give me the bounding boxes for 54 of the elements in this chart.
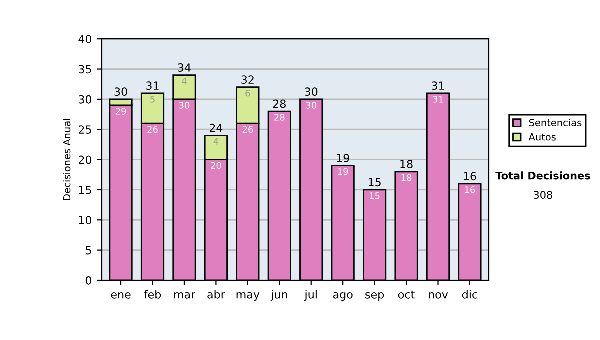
x-tick-label: jun	[270, 290, 288, 301]
x-tick-label: mar	[174, 292, 196, 299]
x-tick-label: nov	[429, 292, 448, 299]
y-tick-label: 10	[79, 216, 92, 225]
x-tick-label: ago	[333, 292, 353, 301]
data-label: 16	[465, 186, 476, 194]
total-label: 15	[368, 178, 381, 187]
y-tick-label: 5	[86, 246, 92, 255]
data-label: 26	[148, 126, 158, 133]
y-tick-label: 20	[78, 156, 92, 164]
x-tick-label: dic	[462, 290, 478, 299]
data-label: 15	[370, 192, 380, 200]
text: 308	[534, 191, 552, 200]
data-label: 20	[211, 162, 222, 170]
data-label: 5	[150, 96, 155, 103]
legend-label: Sentencias	[529, 118, 582, 127]
total-label: 31	[432, 82, 444, 90]
x-tick-label: feb	[144, 290, 162, 299]
x-tick-label: jul	[304, 290, 317, 301]
y-tick-label: 25	[78, 126, 92, 134]
y-tick-label: 15	[79, 186, 92, 194]
data-label: 18	[402, 174, 412, 182]
total-label: 16	[464, 172, 476, 181]
data-label: 26	[242, 126, 254, 133]
total-label: 34	[178, 64, 191, 72]
total-label: 19	[337, 154, 350, 162]
data-label: 6	[246, 90, 250, 97]
data-label: 30	[306, 102, 317, 109]
x-tick-label: ene	[111, 292, 131, 299]
y-axis-title: Decisiones Anual	[63, 119, 71, 200]
total-label: 28	[273, 100, 286, 108]
x-tick-label: abr	[208, 290, 226, 299]
total-label: 30	[114, 88, 128, 96]
total-label: 18	[400, 160, 413, 169]
y-tick-label: 35	[78, 65, 92, 74]
data-label: 30	[179, 102, 190, 109]
x-tick-label: may	[236, 292, 260, 301]
x-tick-label: sep	[366, 292, 384, 301]
y-tick-label: 40	[78, 35, 92, 44]
legend-label: Autos	[528, 134, 556, 141]
total-label: 24	[210, 124, 223, 132]
total-label: 32	[242, 76, 254, 84]
y-tick-label: 0	[86, 276, 92, 285]
y-tick-label: 30	[78, 95, 92, 104]
total-label: 31	[146, 82, 159, 90]
data-label: 4	[214, 138, 219, 145]
x-tick-label: oct	[398, 290, 415, 299]
total-label: 30	[305, 88, 318, 96]
data-label: 28	[274, 114, 285, 121]
data-label: 29	[116, 108, 126, 115]
data-label: 31	[433, 96, 444, 103]
text: Total Decisiones	[496, 172, 590, 180]
data-label: 4	[182, 78, 187, 85]
data-label: 19	[338, 168, 348, 176]
